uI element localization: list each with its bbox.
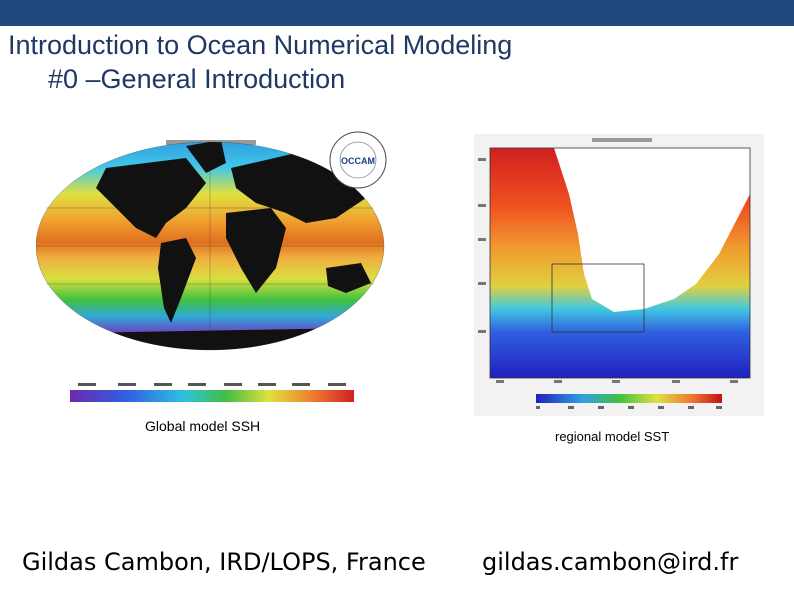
- author-email: gildas.cambon@ird.fr: [482, 548, 739, 576]
- sst-map-header-label: [592, 138, 652, 142]
- slide-title: Introduction to Ocean Numerical Modeling…: [8, 28, 708, 96]
- author-affiliation: Gildas Cambon, IRD/LOPS, France: [22, 548, 426, 576]
- ssh-colorbar-ticks: [78, 383, 346, 386]
- regional-sst-figure: [474, 134, 764, 416]
- sst-axis-ticks: [478, 158, 738, 383]
- top-accent-bar: [0, 0, 794, 26]
- sst-colorbar: [536, 394, 722, 403]
- title-line-2: #0 –General Introduction: [48, 64, 346, 94]
- occam-logo: OCCAM: [329, 131, 387, 189]
- title-line-1: Introduction to Ocean Numerical Modeling: [8, 30, 513, 60]
- sst-colorbar-ticks: [536, 406, 722, 409]
- global-ssh-figure: OCCAM: [36, 128, 392, 408]
- global-figure-caption: Global model SSH: [145, 418, 261, 434]
- regional-sst-map-image: [474, 134, 764, 416]
- regional-figure-caption: regional model SST: [555, 429, 670, 444]
- ssh-colorbar: [70, 390, 354, 402]
- occam-logo-text: OCCAM: [341, 156, 375, 166]
- global-ssh-map-image: OCCAM: [36, 131, 387, 402]
